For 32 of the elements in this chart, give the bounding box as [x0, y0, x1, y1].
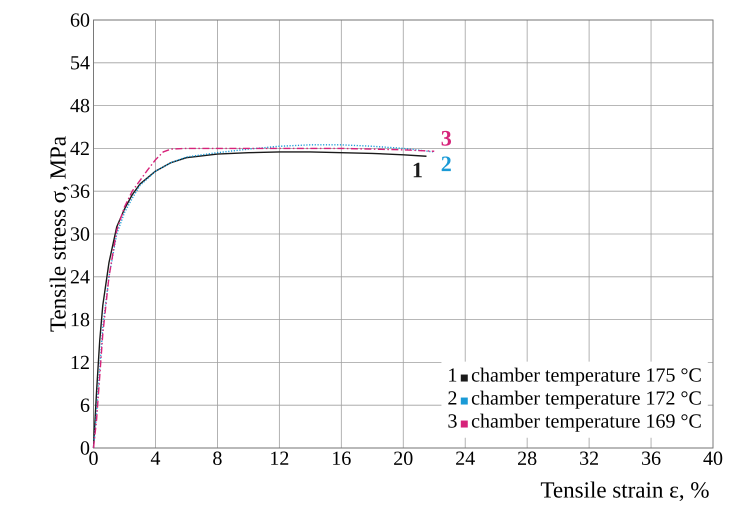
annotation: 3: [442, 130, 452, 146]
legend-label: chamber temperature 175 °C: [472, 368, 701, 386]
y-tick-label: 48: [70, 98, 90, 112]
x-tick-label: 32: [580, 452, 598, 465]
legend-label: chamber temperature 169 °C: [472, 414, 701, 432]
text: 1: [449, 368, 456, 382]
y-tick-label: 6: [80, 398, 90, 412]
x-tick-label: 16: [333, 452, 351, 465]
x-tick-label: 4: [150, 452, 160, 465]
y-tick-label: 24: [70, 270, 90, 284]
x-tick-label: 12: [271, 452, 288, 465]
annotation: 1: [414, 162, 422, 178]
y-tick-label: 36: [70, 184, 90, 198]
y-axis-title: Tensile stress σ, MPa: [50, 136, 70, 332]
y-tick-label: 18: [72, 312, 90, 326]
y-tick-label: 0: [80, 441, 90, 455]
x-tick-label: 20: [394, 452, 412, 466]
x-tick-label: 28: [518, 452, 536, 466]
annotation: 2: [442, 156, 451, 172]
x-tick-label: 24: [456, 452, 475, 465]
text: 2: [448, 391, 456, 405]
x-tick-label: 8: [213, 452, 222, 466]
x-tick-label: 40: [703, 452, 722, 466]
text: 3: [448, 414, 457, 428]
y-tick-label: 54: [71, 56, 90, 70]
x-axis-title: Tensile strain ε, %: [540, 482, 709, 502]
y-tick-label: 60: [70, 13, 90, 27]
y-tick-label: 42: [70, 142, 89, 156]
x-tick-label: 36: [642, 452, 660, 465]
y-tick-label: 30: [70, 227, 90, 241]
y-tick-label: 12: [72, 356, 89, 370]
legend-label: chamber temperature 172 °C: [472, 390, 701, 409]
